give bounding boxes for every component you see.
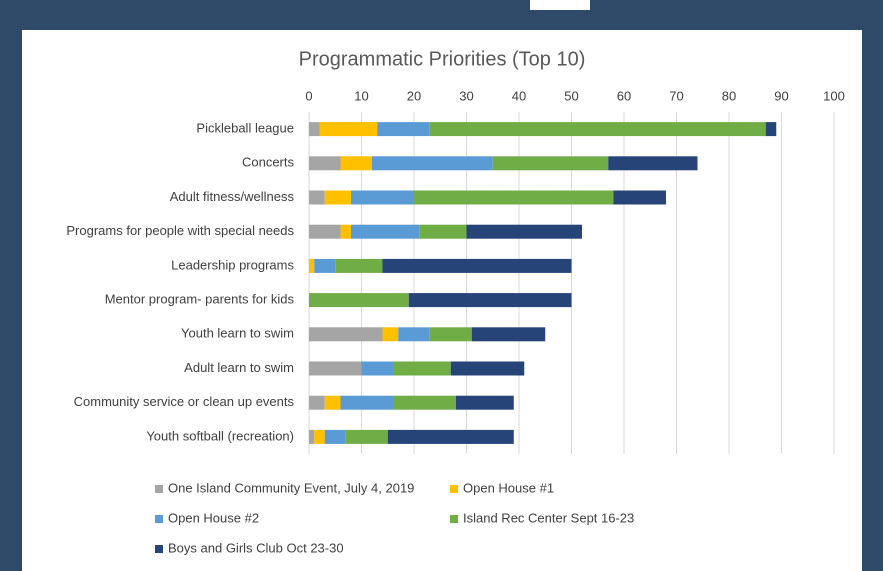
bar-segment — [309, 156, 341, 171]
bar-segment — [613, 190, 666, 205]
bar-segment — [608, 156, 698, 171]
y-tick-label: Programs for people with special needs — [66, 223, 294, 238]
bar-segment — [340, 156, 372, 171]
bar-segment — [309, 224, 341, 239]
bar-segment — [324, 190, 351, 205]
bar-segment — [419, 224, 467, 239]
bar-segment — [309, 395, 325, 410]
bar-segment — [414, 190, 614, 205]
y-tick-label: Community service or clean up events — [74, 394, 295, 409]
x-tick-label: 10 — [354, 88, 368, 103]
tab — [530, 0, 590, 10]
bar-segment — [340, 224, 351, 239]
x-tick-label: 0 — [305, 88, 312, 103]
x-tick-label: 50 — [564, 88, 578, 103]
bar-segment — [309, 122, 320, 137]
bar-segment — [382, 327, 399, 342]
bar-segment — [450, 361, 525, 376]
bar-segment — [387, 429, 514, 444]
legend-label: One Island Community Event, July 4, 2019 — [168, 480, 414, 495]
x-tick-label: 30 — [459, 88, 473, 103]
bar-segment — [319, 122, 378, 137]
bar-segment — [429, 327, 472, 342]
bar-segment — [398, 327, 430, 342]
x-tick-label: 90 — [774, 88, 788, 103]
legend-swatch — [450, 515, 458, 523]
bar-segment — [393, 395, 456, 410]
chart-title: Programmatic Priorities (Top 10) — [299, 48, 586, 70]
legend-label: Open House #1 — [463, 480, 554, 495]
bar-segment — [466, 224, 582, 239]
bar-segment — [456, 395, 514, 410]
y-tick-label: Concerts — [242, 155, 295, 170]
legend-swatch — [450, 485, 458, 493]
bar-segment — [429, 122, 766, 137]
x-tick-label: 20 — [407, 88, 421, 103]
y-tick-label: Adult fitness/wellness — [170, 189, 295, 204]
y-tick-label: Youth softball (recreation) — [146, 428, 294, 443]
bar-segment — [351, 190, 414, 205]
bar-segment — [361, 361, 393, 376]
x-tick-label: 70 — [669, 88, 683, 103]
x-tick-label: 100 — [823, 88, 845, 103]
bar-segment — [377, 122, 430, 137]
bar-segment — [309, 258, 315, 273]
bar-segment — [471, 327, 546, 342]
legend-swatch — [155, 515, 163, 523]
bar-segment — [492, 156, 609, 171]
bar-segment — [324, 395, 341, 410]
bar-segment — [314, 429, 325, 444]
bar-segment — [335, 258, 383, 273]
x-tick-label: 60 — [617, 88, 631, 103]
bar-segment — [351, 224, 420, 239]
legend-label: Island Rec Center Sept 16-23 — [463, 510, 634, 525]
bar-segment — [408, 293, 572, 308]
y-tick-label: Pickleball league — [196, 121, 294, 136]
legend-swatch — [155, 545, 163, 553]
bar-segment — [309, 429, 315, 444]
bar-segment — [309, 361, 362, 376]
legend-swatch — [155, 485, 163, 493]
bar-segment — [340, 395, 393, 410]
bar-segment — [765, 122, 777, 137]
bar-segment — [324, 429, 346, 444]
bar-segment — [314, 258, 336, 273]
y-tick-label: Youth learn to swim — [181, 326, 294, 341]
y-tick-label: Mentor program- parents for kids — [105, 292, 295, 307]
bar-segment — [393, 361, 451, 376]
bar-segment — [309, 190, 325, 205]
legend-label: Boys and Girls Club Oct 23-30 — [168, 540, 344, 555]
bar-segment — [345, 429, 388, 444]
bar-segment — [372, 156, 493, 171]
y-tick-label: Leadership programs — [171, 257, 294, 272]
legend-label: Open House #2 — [168, 510, 259, 525]
bar-segment — [309, 327, 383, 342]
bar-segment — [382, 258, 572, 273]
x-tick-label: 40 — [512, 88, 526, 103]
y-tick-label: Adult learn to swim — [184, 360, 294, 375]
x-tick-label: 80 — [722, 88, 736, 103]
bar-segment — [309, 293, 409, 308]
